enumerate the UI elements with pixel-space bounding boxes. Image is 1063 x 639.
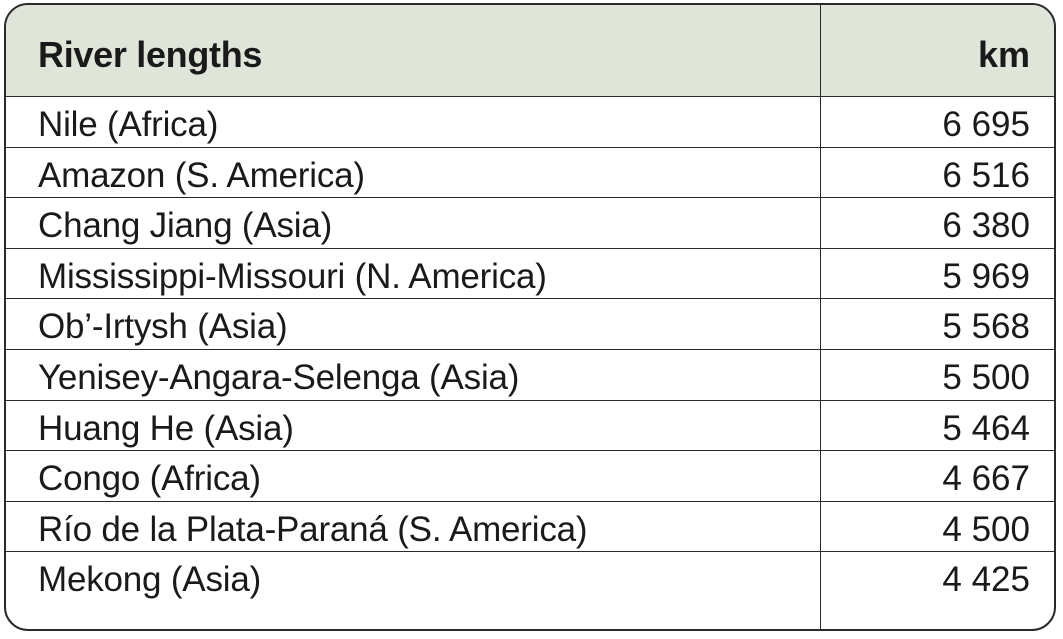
header-km: km [977,34,1030,75]
river-name-cell: Amazon (S. America) [38,155,365,195]
header-river-lengths: River lengths [38,34,263,75]
column-divider [820,5,821,629]
river-name-cell: Ob’-Irtysh (Asia) [38,307,288,347]
river-name-cell: Chang Jiang (Asia) [38,206,333,246]
river-km-cell: 6 695 [942,105,1030,144]
river-name-cell: Nile (Africa) [38,105,219,144]
table-header-row: River lengths km [6,5,1054,97]
river-name-cell: Mississippi-Missouri (N. America) [38,256,547,296]
river-km-cell: 6 516 [942,155,1030,195]
table-body: Nile (Africa) 6 695 Amazon (S. America) … [6,97,1054,603]
table-row: Amazon (S. America) 6 516 [6,148,1054,199]
table-row: Huang He (Asia) 5 464 [6,401,1054,452]
river-km-cell: 6 380 [942,206,1030,246]
table-row: Mississippi-Missouri (N. America) 5 969 [6,249,1054,300]
table-row: Chang Jiang (Asia) 6 380 [6,198,1054,249]
river-km-cell: 5 969 [942,256,1030,296]
table-row: Ob’-Irtysh (Asia) 5 568 [6,299,1054,350]
table-row: Congo (Africa) 4 667 [6,451,1054,502]
table-row: Río de la Plata-Paraná (S. America) 4 50… [6,502,1054,553]
river-km-cell: 5 500 [942,357,1030,397]
river-name-cell: Congo (Africa) [38,459,261,499]
table-row: Mekong (Asia) 4 425 [6,552,1054,603]
river-name-cell: Yenisey-Angara-Selenga (Asia) [38,357,520,397]
river-name-cell: Mekong (Asia) [38,560,262,600]
river-km-cell: 4 500 [942,509,1030,549]
river-km-cell: 4 667 [942,459,1030,499]
table-row: Yenisey-Angara-Selenga (Asia) 5 500 [6,350,1054,401]
table-row: Nile (Africa) 6 695 [6,97,1054,148]
river-name-cell: Huang He (Asia) [38,408,294,448]
river-km-cell: 5 464 [942,408,1030,448]
river-name-cell: Río de la Plata-Paraná (S. America) [38,509,588,549]
river-km-cell: 5 568 [942,307,1030,347]
river-lengths-table: River lengths km Nile (Africa) 6 695 Ama… [4,3,1056,631]
river-km-cell: 4 425 [942,560,1030,600]
